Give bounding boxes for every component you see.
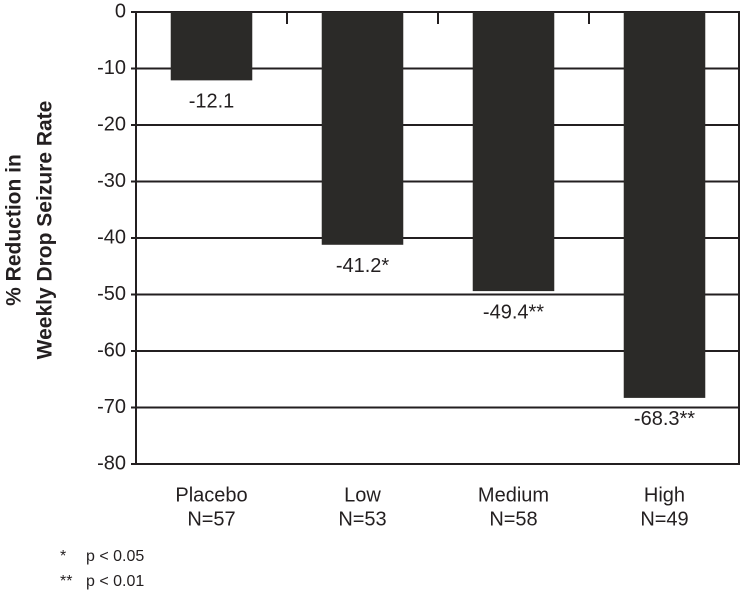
bar [321,12,404,245]
x-tick-label: Placebo [175,484,247,506]
x-tick-label: High [644,484,685,506]
y-tick-label: -80 [97,452,126,474]
footnote-text: p < 0.01 [86,573,144,590]
y-tick-label: -60 [97,339,126,361]
bar [623,12,706,398]
y-tick-label: -40 [97,226,126,248]
x-tick-sublabel: N=58 [489,508,537,530]
y-tick-label: -50 [97,283,126,305]
data-label: -49.4** [483,301,544,323]
bar [170,12,253,81]
x-tick-sublabel: N=49 [640,508,688,530]
data-label: -68.3** [634,408,695,430]
y-tick-label: -70 [97,396,126,418]
y-tick-label: -30 [97,170,126,192]
footnote-symbol: ** [60,573,72,590]
bar [472,12,555,292]
y-tick-label: -20 [97,113,126,135]
x-tick-label: Low [344,484,381,506]
y-axis-label: % Reduction in [3,154,26,306]
y-tick-label: -10 [97,57,126,79]
footnote-text: p < 0.05 [86,548,144,565]
data-label: -41.2* [336,255,390,277]
x-tick-sublabel: N=53 [338,508,386,530]
x-tick-sublabel: N=57 [187,508,235,530]
data-label: -12.1 [189,91,235,113]
footnote-symbol: * [60,548,66,565]
x-tick-label: Medium [478,484,549,506]
y-axis-label: Weekly Drop Seizure Rate [34,101,57,360]
y-tick-label: 0 [115,0,126,22]
